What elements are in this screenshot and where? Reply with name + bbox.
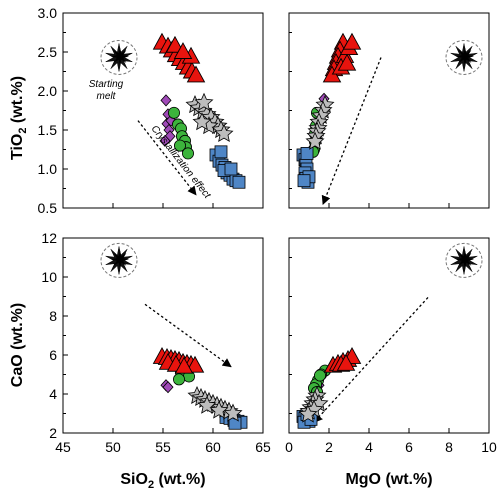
starting_melt-point bbox=[445, 39, 483, 75]
starting_melt-point bbox=[100, 242, 138, 278]
panel-bottom-right: 0 2 4 6 8 10 bbox=[285, 237, 497, 455]
x-axis-title-right: MgO (wt.%) bbox=[345, 471, 432, 488]
x-tick-label: 10 bbox=[481, 439, 497, 455]
star-point bbox=[305, 131, 325, 150]
svg-text:CaO (wt.%): CaO (wt.%) bbox=[9, 303, 26, 387]
star-point bbox=[194, 92, 214, 111]
y-tick-label: 2.5 bbox=[38, 44, 58, 60]
x-tick-label: 50 bbox=[105, 439, 121, 455]
triangle-point bbox=[342, 32, 362, 50]
triangle-point bbox=[165, 35, 185, 53]
y-axis-title-bottom: CaO (wt.%) bbox=[9, 303, 26, 387]
x-axis-title-left: SiO2 (wt.%) bbox=[120, 471, 205, 491]
y-tick-label: 3.0 bbox=[38, 5, 58, 21]
triangle-point bbox=[173, 42, 193, 59]
diamond-point bbox=[159, 134, 171, 148]
series-diamond bbox=[160, 379, 174, 394]
y-tick-label: 1.0 bbox=[38, 161, 58, 177]
x-tick-label: 4 bbox=[365, 439, 373, 455]
y-axis-title-top: TiO2 (wt.%) bbox=[9, 76, 29, 160]
circle-point bbox=[313, 369, 326, 382]
series-star bbox=[298, 385, 329, 423]
series-triangle bbox=[152, 32, 206, 83]
x-tick-label: 45 bbox=[55, 439, 71, 455]
svg-text:TiO2 (wt.%): TiO2 (wt.%) bbox=[9, 76, 29, 160]
series-star bbox=[185, 92, 234, 142]
star-point bbox=[192, 112, 212, 131]
series-triangle bbox=[323, 347, 362, 373]
x-tick-label: 60 bbox=[205, 439, 221, 455]
y-tick-label: 12 bbox=[41, 230, 57, 246]
series-square bbox=[209, 145, 246, 189]
series-star bbox=[305, 95, 335, 150]
triangle-point bbox=[174, 356, 194, 374]
circle-point bbox=[167, 106, 180, 119]
y-tick-label: 0.5 bbox=[38, 200, 58, 216]
star-point bbox=[214, 123, 234, 142]
panel-top-right bbox=[288, 12, 490, 209]
starting_melt-point bbox=[100, 39, 138, 75]
series-starting_melt bbox=[445, 242, 483, 278]
svg-text:SiO2 (wt.%): SiO2 (wt.%) bbox=[120, 471, 205, 491]
x-tick-label: 65 bbox=[255, 439, 271, 455]
svg-text:MgO (wt.%): MgO (wt.%) bbox=[345, 471, 432, 488]
x-tick-label: 2 bbox=[325, 439, 333, 455]
trend-arrow bbox=[321, 57, 382, 205]
triangle-point bbox=[186, 65, 206, 83]
y-tick-label: 8 bbox=[49, 308, 57, 324]
y-tick-label: 2 bbox=[49, 425, 57, 441]
star-point bbox=[223, 403, 243, 422]
series-starting_melt bbox=[100, 242, 138, 278]
circle-point bbox=[173, 139, 186, 152]
series-triangle bbox=[322, 32, 362, 83]
panel-bottom-left: 2 4 6 8 10 12 45 50 55 60 65 bbox=[41, 230, 271, 455]
trend-arrow bbox=[137, 120, 197, 196]
trend-arrow bbox=[313, 297, 429, 423]
y-tick-label: 2.0 bbox=[38, 83, 58, 99]
series-circle bbox=[167, 106, 194, 160]
starting-melt-label: Starting melt bbox=[89, 79, 124, 102]
star-point bbox=[298, 404, 318, 423]
series-starting_melt bbox=[100, 39, 138, 75]
square-point bbox=[224, 162, 238, 176]
series-starting_melt bbox=[445, 39, 483, 75]
square-point bbox=[232, 175, 246, 189]
triangle-point bbox=[185, 355, 205, 373]
x-tick-label: 55 bbox=[155, 439, 171, 455]
triangle-point bbox=[336, 353, 356, 371]
square-point bbox=[300, 146, 314, 160]
diamond-point bbox=[162, 381, 174, 394]
square-point bbox=[297, 174, 311, 188]
x-tick-label: 0 bbox=[285, 439, 293, 455]
y-tick-label: 4 bbox=[49, 386, 57, 402]
diamond-point bbox=[160, 94, 172, 107]
x-tick-label: 6 bbox=[405, 439, 413, 455]
series-star bbox=[187, 385, 243, 422]
starting_melt-point bbox=[445, 242, 483, 278]
y-tick-label: 10 bbox=[41, 269, 57, 285]
square-point bbox=[214, 145, 228, 159]
series-square bbox=[296, 146, 316, 189]
y-tick-label: 1.5 bbox=[38, 122, 58, 138]
circle-point bbox=[172, 373, 185, 386]
series-triangle bbox=[152, 347, 205, 374]
star-point bbox=[209, 400, 229, 419]
triangle-point bbox=[337, 53, 357, 71]
x-tick-label: 8 bbox=[445, 439, 453, 455]
circle-point bbox=[181, 147, 194, 160]
y-tick-label: 6 bbox=[49, 347, 57, 363]
